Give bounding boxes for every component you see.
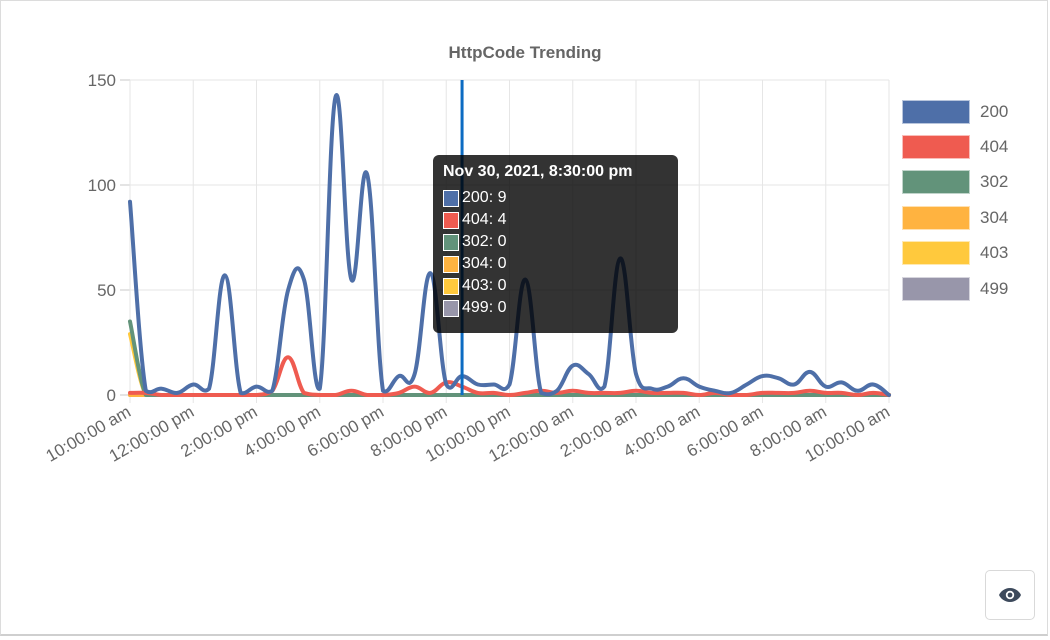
- legend-swatch: [902, 241, 970, 266]
- chart-tooltip: Nov 30, 2021, 8:30:00 pm 200: 9 404: 4 3…: [433, 155, 678, 333]
- legend-label: 200: [980, 101, 1009, 121]
- legend-swatch: [902, 135, 970, 160]
- tooltip-value: 302: 0: [462, 233, 507, 250]
- legend-swatch: [902, 170, 970, 195]
- tooltip-row: 200: 9: [443, 187, 668, 209]
- tooltip-row: 403: 0: [443, 275, 668, 297]
- tooltip-value: 499: 0: [462, 299, 507, 316]
- tooltip-swatch: [443, 255, 459, 273]
- legend-item-499[interactable]: 499: [902, 271, 1008, 306]
- eye-icon: [999, 588, 1021, 602]
- data-lines: [128, 93, 891, 397]
- view-toggle-button[interactable]: [985, 570, 1035, 620]
- tooltip-swatch: [443, 277, 459, 295]
- legend-swatch: [902, 99, 970, 124]
- legend-item-404[interactable]: 404: [902, 129, 1008, 164]
- series-line-200: [128, 93, 891, 397]
- tooltip-value: 304: 0: [462, 255, 507, 272]
- tooltip-swatch: [443, 211, 459, 229]
- tooltip-value: 403: 0: [462, 277, 507, 294]
- legend-label: 499: [980, 278, 1009, 298]
- legend-label: 404: [980, 137, 1009, 157]
- legend-label: 304: [980, 207, 1009, 227]
- tooltip-value: 404: 4: [462, 211, 507, 228]
- series-line-404: [128, 355, 891, 397]
- svg-text:0: 0: [107, 386, 116, 405]
- svg-text:150: 150: [88, 71, 116, 90]
- legend-item-403[interactable]: 403: [902, 236, 1008, 271]
- legend-swatch: [902, 276, 970, 301]
- chart-title: HttpCode Trending: [448, 43, 602, 62]
- tooltip-value: 200: 9: [462, 189, 507, 206]
- svg-text:50: 50: [97, 281, 116, 300]
- legend: 200 404 302 304 403 499: [902, 94, 1008, 306]
- tooltip-row: 404: 4: [443, 209, 668, 231]
- grid-lines: [120, 79, 890, 403]
- tooltip-swatch: [443, 189, 459, 207]
- tooltip-row: 499: 0: [443, 297, 668, 319]
- y-axis: 0 50 100 150: [88, 71, 116, 405]
- tooltip-swatch: [443, 233, 459, 251]
- tooltip-row: 304: 0: [443, 253, 668, 275]
- legend-item-304[interactable]: 304: [902, 200, 1008, 235]
- legend-label: 403: [980, 243, 1009, 263]
- svg-text:100: 100: [88, 176, 116, 195]
- legend-item-200[interactable]: 200: [902, 94, 1008, 129]
- legend-swatch: [902, 205, 970, 230]
- tooltip-title: Nov 30, 2021, 8:30:00 pm: [443, 163, 633, 180]
- legend-label: 302: [980, 172, 1009, 192]
- tooltip-swatch: [443, 299, 459, 317]
- legend-item-302[interactable]: 302: [902, 165, 1008, 200]
- tooltip-row: 302: 0: [443, 231, 668, 253]
